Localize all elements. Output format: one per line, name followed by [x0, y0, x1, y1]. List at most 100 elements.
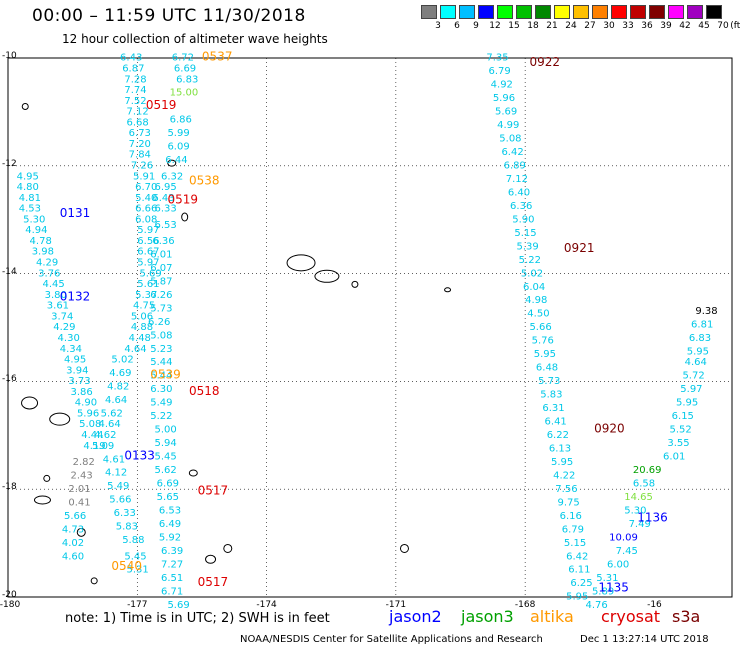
- wave-height-value: 4.34: [60, 344, 82, 355]
- wave-height-value: 6.83: [689, 333, 711, 344]
- legend-swatch: [611, 5, 627, 19]
- legend-label: 18: [527, 21, 539, 31]
- wave-height-value: 4.98: [525, 295, 547, 306]
- wave-height-value: 5.52: [670, 425, 692, 436]
- wave-height-value: 6.72: [172, 53, 194, 64]
- legend-label: 27: [584, 21, 596, 31]
- legend-label: 42: [679, 21, 691, 31]
- wave-height-value: 5.45: [124, 551, 146, 562]
- wave-height-value: 3.98: [32, 247, 54, 258]
- wave-height-value: 5.92: [159, 532, 181, 543]
- wave-height-value: 5.96: [77, 408, 99, 419]
- island-outline: [90, 577, 98, 585]
- legend-label: 3: [435, 21, 441, 31]
- island-outline: [49, 412, 71, 426]
- legend-label: 36: [641, 21, 653, 31]
- wave-height-value: 4.75: [133, 301, 155, 312]
- wave-height-value: 5.44: [150, 371, 172, 382]
- wave-height-value: 6.13: [549, 443, 571, 454]
- wave-height-value: 6.01: [150, 249, 172, 260]
- pass-time-label: 0922: [529, 55, 560, 69]
- wave-height-value: 4.64: [124, 344, 146, 355]
- wave-height-value: 5.88: [122, 535, 144, 546]
- wave-height-value: 7.45: [616, 546, 638, 557]
- satellite-name: s3a: [672, 607, 701, 626]
- wave-height-value: 7.56: [555, 484, 577, 495]
- wave-height-value: 7.49: [629, 519, 651, 530]
- legend-swatch: [687, 5, 703, 19]
- wave-height-value: 5.95: [566, 592, 588, 603]
- wave-height-value: 3.74: [51, 311, 73, 322]
- wave-height-value: 5.30: [624, 505, 646, 516]
- wave-height-value: 4.50: [527, 309, 549, 320]
- island-outline: [21, 396, 39, 410]
- wave-height-value: 5.97: [137, 225, 159, 236]
- pass-time-label: 0518: [189, 384, 220, 398]
- wave-height-value: 6.73: [129, 128, 151, 139]
- legend-label: 12: [489, 21, 501, 31]
- wave-height-value: 4.53: [19, 204, 41, 215]
- wave-height-value: 6.42: [501, 147, 523, 158]
- wave-height-value: 6.30: [150, 384, 172, 395]
- wave-height-value: 20.69: [633, 465, 662, 476]
- wave-height-value: 5.08: [150, 330, 172, 341]
- pass-time-labels: 0537 0519 0538 0519 0539 0518 0517 0517 0540 0131…: [60, 50, 668, 595]
- wave-height-value: 3.86: [70, 387, 92, 398]
- island-outline: [167, 159, 177, 167]
- wave-height-value: 6.01: [663, 452, 685, 463]
- wave-height-value: 4.64: [685, 357, 707, 368]
- wave-height-value: 7.35: [486, 53, 508, 64]
- wave-height-value: 6.44: [165, 155, 187, 166]
- wave-height-value: 4.29: [53, 322, 75, 333]
- credit-line: NOAA/NESDIS Center for Satellite Applica…: [240, 634, 543, 645]
- wave-height-value: 5.65: [157, 492, 179, 503]
- pass-time-label: 1135: [598, 581, 629, 595]
- wave-height-value: 5.23: [150, 344, 172, 355]
- wave-height-value: 6.43: [152, 193, 174, 204]
- wave-height-value: 5.62: [155, 465, 177, 476]
- wave-height-value: 6.68: [127, 117, 149, 128]
- latitude-tick-label: -10: [2, 51, 17, 61]
- island-outline: [286, 254, 316, 272]
- pass-time-label: 0920: [594, 422, 625, 436]
- wave-height-value: 5.02: [111, 355, 133, 366]
- wave-height-value: 5.45: [155, 452, 177, 463]
- pass-time-label: 0133: [124, 449, 155, 463]
- longitude-tick-label: -16: [647, 600, 662, 610]
- legend-swatch: [554, 5, 570, 19]
- wave-height-value: 5.66: [109, 495, 131, 506]
- wave-height-value: 5.49: [107, 481, 129, 492]
- wave-height-value: 5.73: [150, 303, 172, 314]
- wave-height-value: 6.69: [174, 63, 196, 74]
- wave-height-value: 3.61: [47, 301, 69, 312]
- wave-height-value: 4.76: [585, 600, 607, 611]
- legend-swatch: [630, 5, 646, 19]
- legend-swatch: [516, 5, 532, 19]
- legend-swatch: [421, 5, 437, 19]
- map-frame: [7, 57, 733, 598]
- wave-height-value: 5.08: [79, 419, 101, 430]
- wave-height-value: 5.76: [532, 336, 554, 347]
- wave-height-value: 5.31: [596, 573, 618, 584]
- wave-height-value: 7.26: [131, 160, 153, 171]
- wave-height-labels: 6.436.877.287.747.527.126.686.737.207.84…: [17, 53, 718, 611]
- wave-height-value: 6.53: [155, 220, 177, 231]
- wave-height-value: 6.16: [560, 511, 582, 522]
- wave-height-value: 5.95: [676, 398, 698, 409]
- legend-swatch: [478, 5, 494, 19]
- grid-lines: [7, 57, 733, 598]
- island-outline: [33, 495, 51, 505]
- pass-time-label: 0540: [111, 559, 142, 573]
- legend-swatch: [668, 5, 684, 19]
- wave-height-value: 5.91: [133, 171, 155, 182]
- wave-height-value: 4.99: [497, 120, 519, 131]
- legend-swatch: [706, 5, 722, 19]
- legend-swatch: [535, 5, 551, 19]
- pass-time-label: 0519: [146, 98, 177, 112]
- wave-height-value: 6.70: [135, 182, 157, 193]
- wave-height-value: 5.06: [131, 311, 153, 322]
- island-outline: [21, 103, 29, 111]
- wave-height-value: 7.27: [161, 559, 183, 570]
- wave-height-value: 6.86: [170, 115, 192, 126]
- longitude-tick-label: -171: [385, 600, 407, 610]
